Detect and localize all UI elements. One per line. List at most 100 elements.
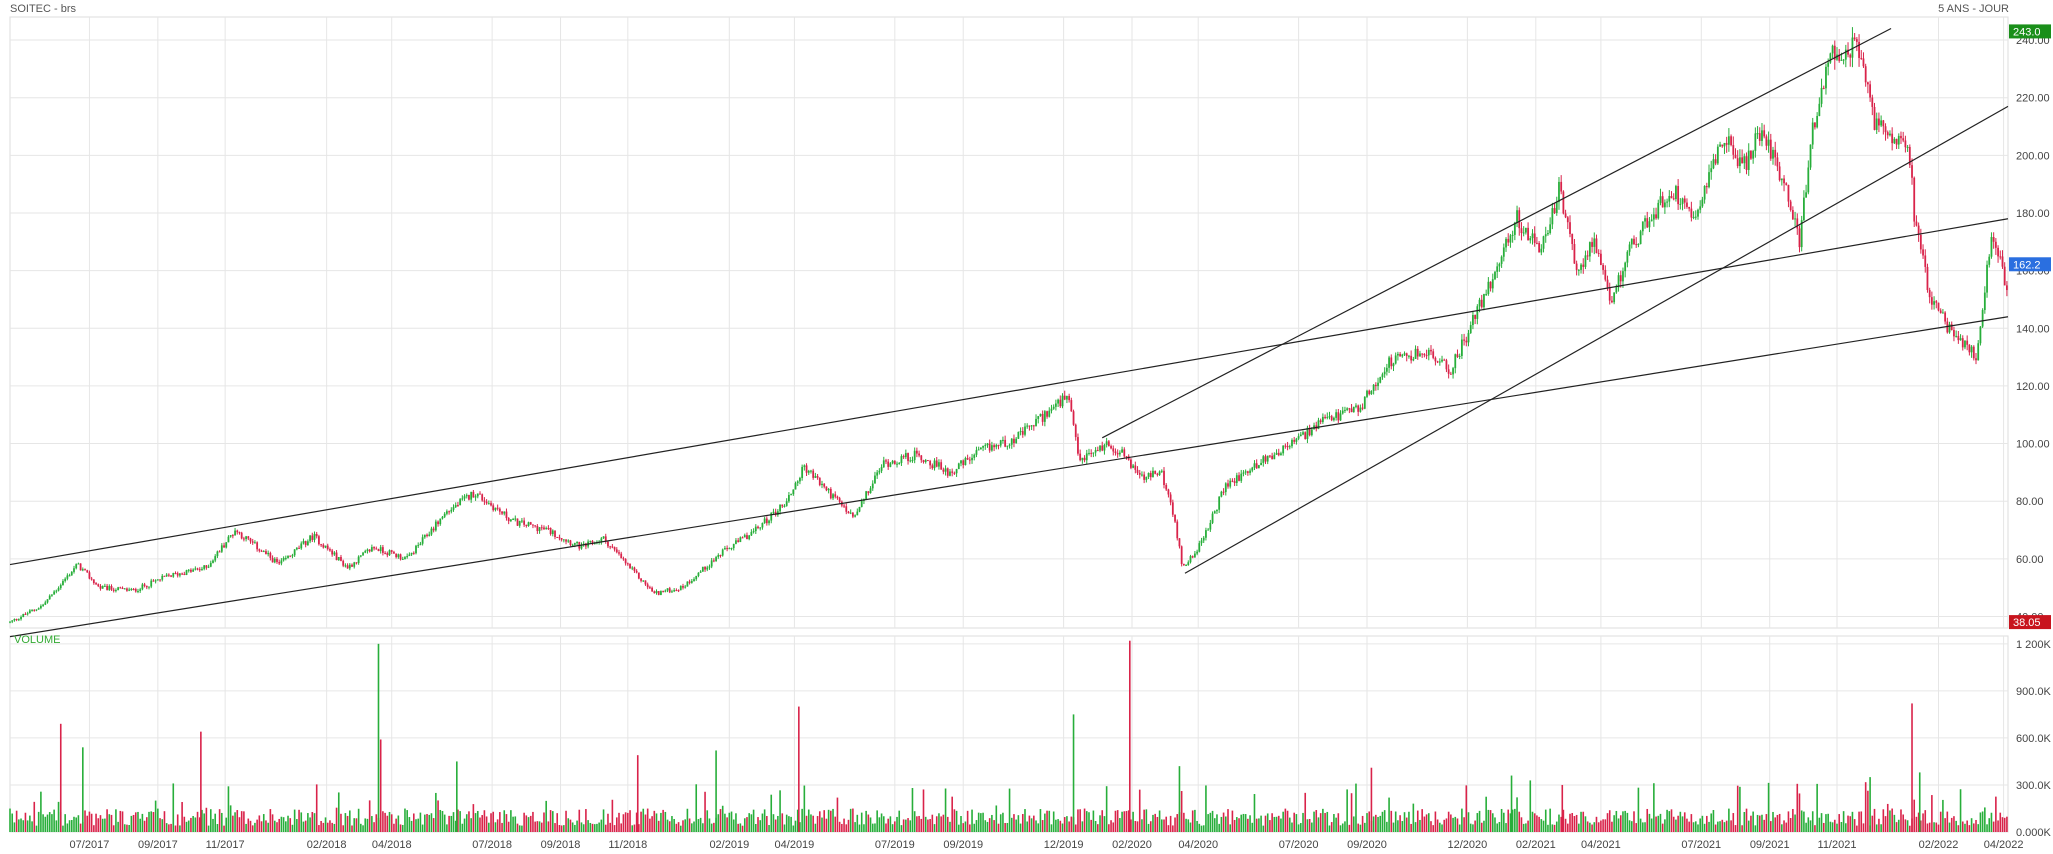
candle-body	[134, 589, 137, 592]
volume-bar	[560, 825, 563, 832]
date-tick-label: 07/2017	[70, 839, 110, 851]
candle-body	[1015, 438, 1018, 444]
candle-body	[1178, 538, 1181, 547]
volume-bar	[1284, 808, 1287, 832]
volume-bar	[1756, 814, 1759, 832]
candle-body	[1218, 496, 1221, 510]
candle-body	[101, 585, 104, 589]
price-tag-last	[2009, 257, 2051, 272]
volume-bar	[1112, 822, 1115, 832]
candle-body	[871, 483, 874, 489]
candle-body	[1004, 439, 1007, 447]
volume-bar	[1348, 824, 1351, 832]
volume-bar	[1948, 822, 1951, 832]
candle-body	[1783, 178, 1785, 184]
candle-body	[1304, 432, 1307, 439]
volume-bar	[1364, 822, 1366, 832]
volume-bar	[1103, 816, 1106, 832]
volume-bar	[1926, 823, 1929, 832]
candle-body	[1560, 181, 1563, 192]
candle-body	[660, 591, 662, 595]
candle-body	[1141, 474, 1143, 476]
candle-body	[1286, 445, 1289, 448]
candle-body	[231, 535, 234, 537]
candle-body	[479, 493, 481, 495]
candle-body	[1981, 310, 1984, 327]
candle-body	[306, 541, 309, 546]
volume-bar	[329, 820, 331, 832]
candle-body	[1928, 289, 1931, 298]
candle-body	[915, 450, 918, 454]
volume-bar	[1617, 818, 1620, 832]
volume-bar	[472, 804, 475, 832]
volume-bar	[1306, 819, 1309, 832]
candle-body	[1081, 457, 1084, 461]
volume-bar	[1575, 814, 1578, 832]
candle-body	[1118, 452, 1121, 455]
candle-body	[1522, 232, 1525, 234]
trendline	[9, 218, 2009, 566]
volume-bar	[1774, 817, 1777, 832]
volume-bar	[1533, 813, 1536, 832]
candle-body	[302, 541, 305, 544]
candle-body	[975, 450, 978, 455]
candle-body	[558, 537, 561, 539]
candle-body	[386, 553, 389, 556]
candle-body	[845, 506, 848, 512]
candle-body	[465, 495, 468, 497]
candle-body	[1476, 306, 1479, 319]
volume-bar	[1615, 810, 1618, 832]
candle-body	[543, 527, 545, 530]
candle-body	[311, 535, 314, 540]
candle-body	[1463, 339, 1465, 341]
volume-bar	[1979, 812, 1982, 832]
volume-bar	[1743, 812, 1746, 832]
volume-bar	[1052, 811, 1055, 832]
candle-body	[1805, 192, 1808, 198]
volume-bar	[247, 818, 250, 832]
candle-body	[346, 565, 349, 569]
volume-bar	[278, 818, 280, 832]
candle-body	[256, 542, 259, 550]
volume-bar	[697, 819, 700, 832]
candle-body	[1112, 448, 1115, 452]
candle-body	[1443, 359, 1446, 361]
volume-bar	[1708, 821, 1710, 832]
candle-body	[300, 543, 303, 549]
candle-body	[1628, 244, 1631, 252]
candle-body	[48, 595, 51, 600]
candle-body	[1487, 281, 1490, 295]
candle-body	[648, 587, 651, 589]
candle-body	[298, 547, 300, 549]
candle-body	[1041, 413, 1044, 422]
candle-body	[337, 557, 340, 561]
candle-body	[1494, 271, 1496, 280]
candle-body	[1328, 416, 1331, 418]
volume-spike	[82, 747, 84, 832]
volume-bar	[44, 816, 47, 832]
candle-body	[874, 475, 876, 484]
volume-bar	[269, 809, 272, 832]
candle-body	[203, 565, 206, 569]
volume-bar	[150, 811, 153, 832]
candle-body	[933, 460, 936, 469]
candle-body	[1507, 238, 1510, 243]
period-label[interactable]: 5 ANS - JOUR	[1938, 3, 2009, 15]
volume-bar	[1116, 810, 1119, 832]
candle-body	[726, 548, 729, 550]
candle-body	[1423, 354, 1426, 356]
volume-bar	[1964, 823, 1966, 832]
candle-body	[179, 573, 181, 576]
volume-bar	[1231, 810, 1234, 832]
candle-body	[123, 588, 126, 590]
candle-body	[1262, 456, 1265, 463]
volume-bar	[1275, 816, 1278, 832]
volume-bar	[1950, 817, 1953, 832]
candle-body	[236, 530, 239, 533]
candle-body	[1825, 66, 1827, 89]
volume-bar	[1326, 811, 1329, 832]
candle-body	[1827, 62, 1830, 67]
volume-bar	[1675, 819, 1677, 832]
candle-body	[686, 581, 689, 587]
